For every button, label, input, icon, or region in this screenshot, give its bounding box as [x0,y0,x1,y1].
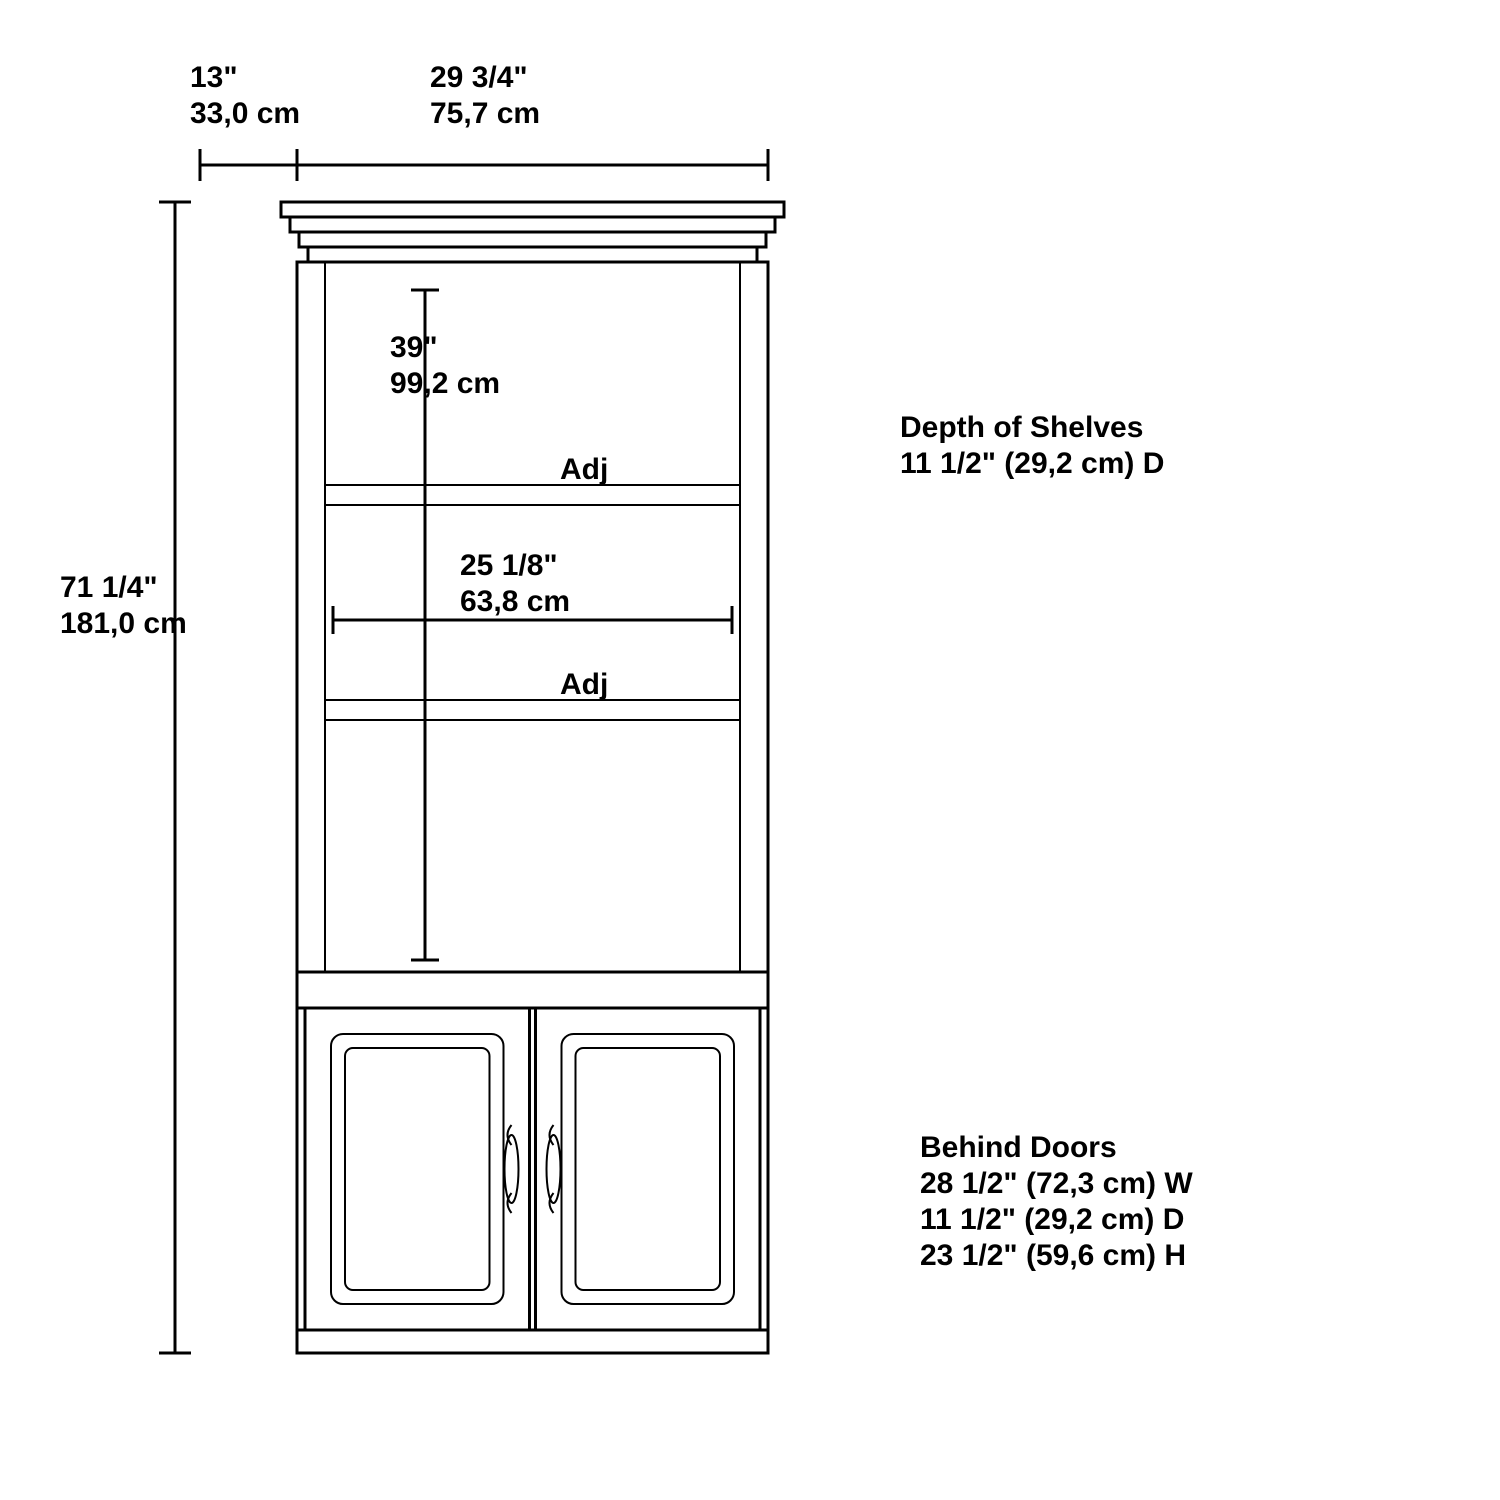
depth-top-label-l1: 33,0 cm [190,97,300,130]
width-top-label-l0: 29 3/4" [430,61,528,94]
adj-label-2-l0: Adj [560,668,608,701]
opening-height-label-l0: 39" [390,331,438,364]
adj-label-1: Adj [560,452,608,488]
opening-width-label: 25 1/8"63,8 cm [460,548,570,620]
diagram-svg [0,0,1500,1500]
opening-width-label-l0: 25 1/8" [460,549,558,582]
behind-doors-label-l0: Behind Doors [920,1131,1117,1164]
behind-doors-label-l3: 23 1/2" (59,6 cm) H [920,1239,1186,1272]
height-left-label-l1: 181,0 cm [60,607,187,640]
height-left-label: 71 1/4"181,0 cm [60,570,187,642]
adj-label-1-l0: Adj [560,453,608,486]
width-top-label-l1: 75,7 cm [430,97,540,130]
behind-doors-label-l2: 11 1/2" (29,2 cm) D [920,1203,1184,1236]
opening-width-label-l1: 63,8 cm [460,585,570,618]
adj-label-2: Adj [560,667,608,703]
width-top-label: 29 3/4"75,7 cm [430,60,540,132]
shelf-depth-label-l1: 11 1/2" (29,2 cm) D [900,447,1164,480]
behind-doors-label-l1: 28 1/2" (72,3 cm) W [920,1167,1193,1200]
depth-top-label: 13"33,0 cm [190,60,300,132]
depth-top-label-l0: 13" [190,61,238,94]
shelf-depth-label: Depth of Shelves11 1/2" (29,2 cm) D [900,410,1164,482]
opening-height-label-l1: 99,2 cm [390,367,500,400]
behind-doors-label: Behind Doors28 1/2" (72,3 cm) W11 1/2" (… [920,1130,1193,1274]
height-left-label-l0: 71 1/4" [60,571,158,604]
opening-height-label: 39"99,2 cm [390,330,500,402]
shelf-depth-label-l0: Depth of Shelves [900,411,1143,444]
